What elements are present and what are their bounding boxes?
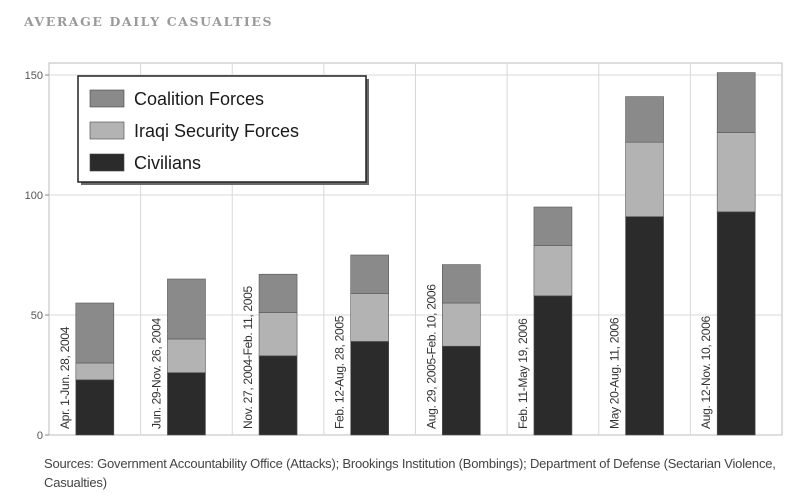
bar-segment-coalition-forces [625,96,664,143]
legend-label: Civilians [134,153,201,173]
bar-segment-coalition-forces [350,254,389,294]
bar-segment-iraqi-security-forces [533,245,573,297]
legend-swatch [89,153,125,172]
legend-swatch [89,121,125,140]
bar-segment-civilians [442,345,481,436]
bar-segment-civilians [75,379,115,436]
bar-segment-coalition-forces [258,273,298,313]
bar-segment-coalition-forces [167,278,206,340]
bar-segment-coalition-forces [716,72,756,133]
chart-source: Sources: Government Accountability Offic… [44,456,776,490]
x-category-label: Apr. 1-Jun. 28, 2004 [58,326,72,429]
chart-title: AVERAGE DAILY CASUALTIES [24,14,274,29]
x-category-label: Jun. 29-Nov. 26, 2004 [149,317,163,429]
bar-segment-civilians [533,295,573,436]
bar-segment-iraqi-security-forces [350,293,389,342]
y-tick-label: 150 [25,70,43,82]
x-category-label: Aug. 12-Nov. 10, 2006 [699,315,713,429]
bar-segment-civilians [716,211,756,436]
bar-segment-coalition-forces [75,302,115,364]
bar-segment-civilians [167,372,206,436]
y-tick-label: 0 [37,430,43,442]
y-tick-label: 100 [25,190,43,202]
bar-segment-coalition-forces [533,206,573,246]
bars [75,72,756,436]
bar-segment-iraqi-security-forces [167,338,206,373]
x-axis-labels: Apr. 1-Jun. 28, 2004 Jun. 29-Nov. 26, 200… [58,284,713,429]
bar-segment-civilians [258,355,298,436]
bar-segment-iraqi-security-forces [442,302,481,347]
x-category-label: Feb. 11-May 19, 2006 [516,318,530,429]
chart-area: 0 50 100 150 Apr. 1-Jun. 28, 2004 Jun. 29-No… [25,62,783,442]
bar-segment-coalition-forces [442,264,481,304]
legend-label: Iraqi Security Forces [134,121,299,141]
legend-label: Coalition Forces [134,89,264,109]
legend-box [77,75,367,183]
bar-segment-iraqi-security-forces [258,312,298,357]
x-category-label: Nov. 27, 2004-Feb. 11, 2005 [241,285,255,429]
x-category-label: May 20-Aug. 11, 2006 [608,317,622,429]
x-category-label: Aug. 29, 2005-Feb. 10, 2006 [424,284,438,429]
bar-segment-civilians [625,216,664,436]
bar-segment-civilians [350,341,389,436]
bar-segment-iraqi-security-forces [625,141,664,217]
x-category-label: Feb. 12-Aug. 28, 2005 [333,315,347,429]
legend-swatch [89,89,125,108]
bar-segment-iraqi-security-forces [716,132,756,213]
bar-segment-iraqi-security-forces [75,362,115,381]
legend: Coalition Forces Iraqi Security Forces Civ… [77,75,369,185]
y-axis: 0 50 100 150 [25,70,49,442]
y-tick-label: 50 [31,310,43,322]
